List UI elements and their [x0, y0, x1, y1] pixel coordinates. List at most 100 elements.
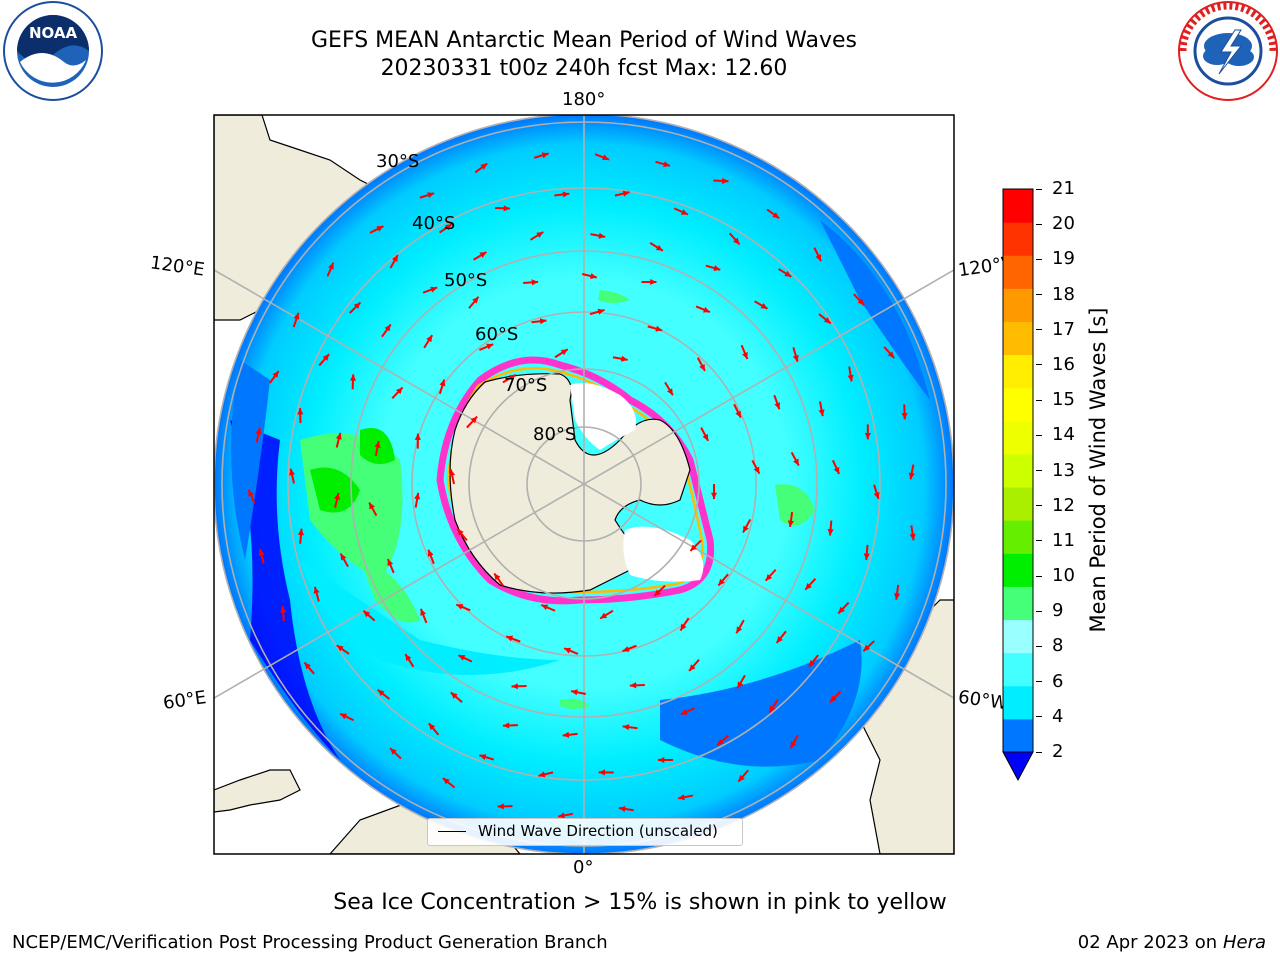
- meridian-label-60e: 60°E: [161, 687, 208, 714]
- wave-arrow-head: [571, 689, 578, 696]
- wave-arrow-head: [589, 273, 597, 280]
- wave-arrow-head: [349, 374, 357, 381]
- colorbar-tick-label: 6: [1052, 670, 1064, 692]
- colorbar-tick-mark: [1036, 470, 1042, 471]
- wave-arrow-head: [663, 161, 670, 168]
- colorbar-tick-mark: [1036, 681, 1042, 683]
- wave-arrow-head: [363, 610, 371, 618]
- colorbar-band: [1003, 255, 1033, 289]
- colorbar-band: [1003, 619, 1033, 654]
- wave-arrow-head: [808, 659, 816, 667]
- wave-arrow-head: [479, 252, 487, 258]
- colorbar-band: [1003, 354, 1033, 389]
- wave-arrow-head: [414, 433, 421, 440]
- wave-arrow-head: [702, 433, 709, 441]
- colorbar: [1002, 188, 1034, 782]
- wave-arrow-head: [629, 682, 637, 689]
- wave-arrow-head: [503, 205, 510, 212]
- wave-arrow-head: [502, 722, 510, 729]
- colorbar-tick-label: 11: [1052, 529, 1075, 551]
- wave-arrow-head: [340, 553, 347, 561]
- parallel-label-60s: 60°S: [475, 324, 519, 345]
- colorbar-tick-mark: [1036, 645, 1042, 647]
- colorbar-band: [1003, 387, 1033, 422]
- wave-arrow-head: [863, 644, 871, 652]
- wave-arrow-head: [384, 324, 391, 332]
- wave-arrow-head: [255, 427, 262, 435]
- wave-arrow-head: [790, 741, 797, 749]
- colorbar-tick-label: 14: [1052, 424, 1075, 446]
- parallel-label-40s: 40°S: [412, 213, 456, 234]
- wave-arrow-head: [680, 709, 688, 715]
- wave-arrow-head: [733, 237, 740, 245]
- wave-arrow-head: [396, 387, 403, 395]
- wave-arrow-head: [738, 774, 745, 782]
- meridian-label-120e: 120°E: [148, 252, 206, 281]
- wave-arrow-head: [479, 754, 487, 761]
- wave-arrow-head: [297, 528, 304, 536]
- wave-arrow-head: [248, 489, 254, 497]
- wave-arrow-head: [457, 528, 464, 536]
- wave-arrow-head: [293, 312, 300, 320]
- wave-arrow-head: [392, 254, 398, 262]
- colorbar-tick-label: 13: [1052, 459, 1075, 481]
- wave-arrow-head: [531, 279, 539, 286]
- wave-arrow-head: [909, 533, 916, 541]
- ross-ice-shelf: [570, 382, 636, 450]
- footer-date: 02 Apr 2023 on Hera: [1078, 932, 1266, 953]
- wave-arrow-head: [562, 731, 570, 738]
- wave-arrow-head: [815, 254, 822, 262]
- wave-arrow-head: [622, 724, 630, 731]
- wave-arrow-head: [655, 244, 663, 251]
- colorbar-tick-label: 12: [1052, 494, 1075, 516]
- wave-arrow-head: [678, 794, 685, 801]
- wave-arrow-head: [657, 756, 665, 764]
- wave-arrow-head: [376, 226, 384, 232]
- wave-arrow-head: [666, 388, 673, 396]
- wave-arrow-head: [458, 655, 466, 661]
- wave-arrow-head: [353, 302, 361, 310]
- footer-credit: NCEP/EMC/Verification Post Processing Pr…: [12, 932, 608, 953]
- svg-text:NOAA: NOAA: [29, 24, 78, 42]
- colorbar-tick-mark: [1036, 751, 1042, 753]
- wave-arrow-head: [887, 351, 895, 359]
- wave-arrow-head: [742, 351, 748, 359]
- wave-arrow-head: [322, 354, 330, 361]
- colorbar-tick-mark: [1036, 223, 1042, 225]
- legend-text: Wind Wave Direction (unscaled): [478, 822, 718, 840]
- meridian-60e-120w: [214, 269, 954, 699]
- wave-arrow-head: [456, 604, 464, 610]
- footer-date-text: 02 Apr 2023 on: [1077, 932, 1223, 953]
- wave-arrow-head: [405, 654, 412, 662]
- wave-arrow-head: [753, 466, 760, 474]
- wave-arrow-head: [450, 692, 458, 699]
- wave-arrow-head: [439, 379, 446, 387]
- colorbar-label: Mean Period of Wind Waves [s]: [1086, 307, 1110, 633]
- wave-arrow-head: [793, 458, 799, 466]
- wave-arrow-head: [620, 355, 628, 362]
- wave-arrow-head: [427, 549, 434, 557]
- wave-arrow-head: [598, 769, 605, 776]
- wave-arrow-head: [442, 778, 450, 785]
- legend-line-sample: [438, 831, 466, 832]
- wave-arrow-head: [472, 296, 479, 304]
- wave-arrow-head: [743, 525, 749, 533]
- wave-arrow-head: [827, 528, 834, 536]
- wave-arrow-head: [539, 318, 547, 325]
- colorbar-tick-mark: [1036, 716, 1042, 718]
- wave-arrow-head: [769, 705, 776, 713]
- wave-arrow-head: [765, 574, 773, 581]
- colorbar-tick-mark: [1036, 540, 1042, 542]
- colorbar-tick-mark: [1036, 364, 1042, 366]
- wave-arrow-head: [710, 492, 718, 499]
- sea-ice-edge: [436, 356, 715, 605]
- wave-arrow-head: [760, 302, 768, 309]
- wave-arrow-head: [258, 549, 265, 556]
- wave-arrow-head: [340, 713, 348, 720]
- wave-arrow-head: [336, 645, 344, 652]
- wave-arrow-head: [289, 468, 296, 476]
- colorbar-tick-mark: [1036, 610, 1042, 612]
- chart-subtitle: 20230331 t00z 240h fcst Max: 12.60: [380, 56, 788, 81]
- colorbar-tick-mark: [1036, 399, 1042, 401]
- wave-arrow-head: [680, 209, 688, 215]
